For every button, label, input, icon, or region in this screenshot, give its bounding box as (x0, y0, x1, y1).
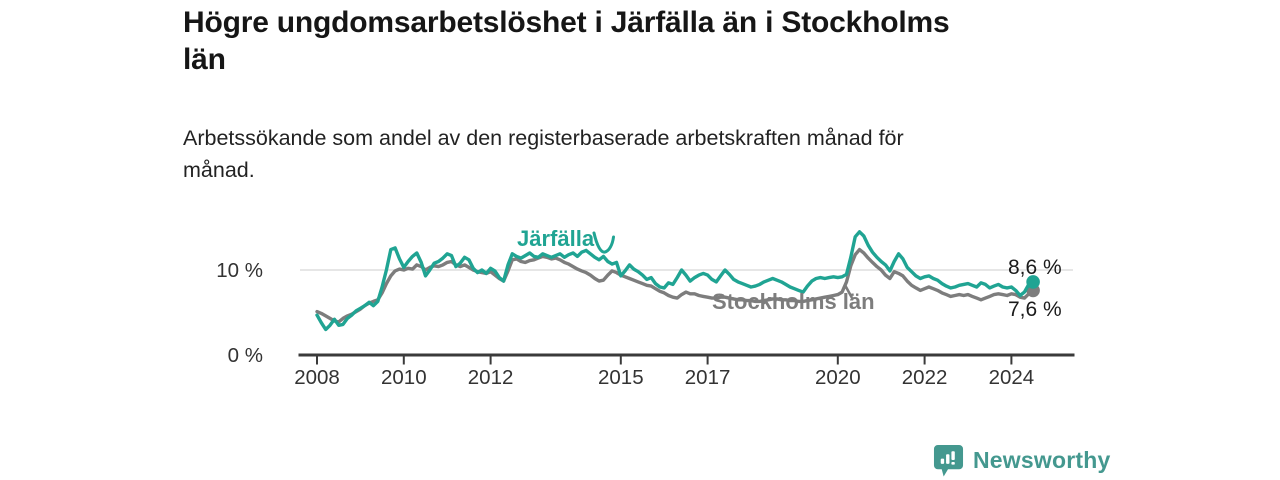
x-axis-tick-label-2020: 2020 (815, 366, 861, 389)
brand-name: Newsworthy (973, 447, 1111, 473)
y-axis-label-0: 0 % (228, 344, 263, 367)
end-value-label-stockholms-l-n: 7,6 % (1008, 298, 1062, 321)
x-axis-tick-label-2017: 2017 (685, 366, 731, 389)
chart-subtitle: Arbetssökande som andel av den registerb… (183, 122, 1063, 186)
chart-title: Högre ungdomsarbetslöshet i Järfälla än … (183, 4, 1143, 78)
series-line-j-rf-lla (315, 230, 1035, 332)
chart-title-line-2: län (183, 43, 226, 76)
brand-footer: Newsworthy (933, 444, 1110, 477)
x-axis-tick-label-2008: 2008 (294, 366, 340, 389)
chart-title-line-1: Högre ungdomsarbetslöshet i Järfälla än … (183, 6, 950, 39)
series-label-j-rf-lla: Järfälla (517, 226, 595, 251)
series-end-dot-j-rf-lla (1026, 275, 1040, 289)
chart-subtitle-line-1: Arbetssökande som andel av den registerb… (183, 126, 904, 150)
x-axis-tick-label-2010: 2010 (381, 366, 427, 389)
chart-subtitle-line-2: månad. (183, 158, 255, 182)
x-axis-tick-label-2015: 2015 (598, 366, 644, 389)
series-label-pointer-stockholms-l-n (844, 284, 853, 299)
series-label-pointer-j-rf-lla (592, 231, 615, 254)
x-axis-tick-label-2024: 2024 (989, 366, 1035, 389)
series-label-stockholms-l-n: Stockholms län (712, 289, 875, 314)
newsworthy-logo-icon (933, 445, 964, 477)
x-axis-tick-label-2012: 2012 (468, 366, 514, 389)
end-value-label-j-rf-lla: 8,6 % (1008, 256, 1062, 279)
y-axis-label-10: 10 % (216, 259, 263, 282)
series-line-stockholms-l-n (315, 247, 1035, 324)
x-axis-tick-label-2022: 2022 (902, 366, 948, 389)
